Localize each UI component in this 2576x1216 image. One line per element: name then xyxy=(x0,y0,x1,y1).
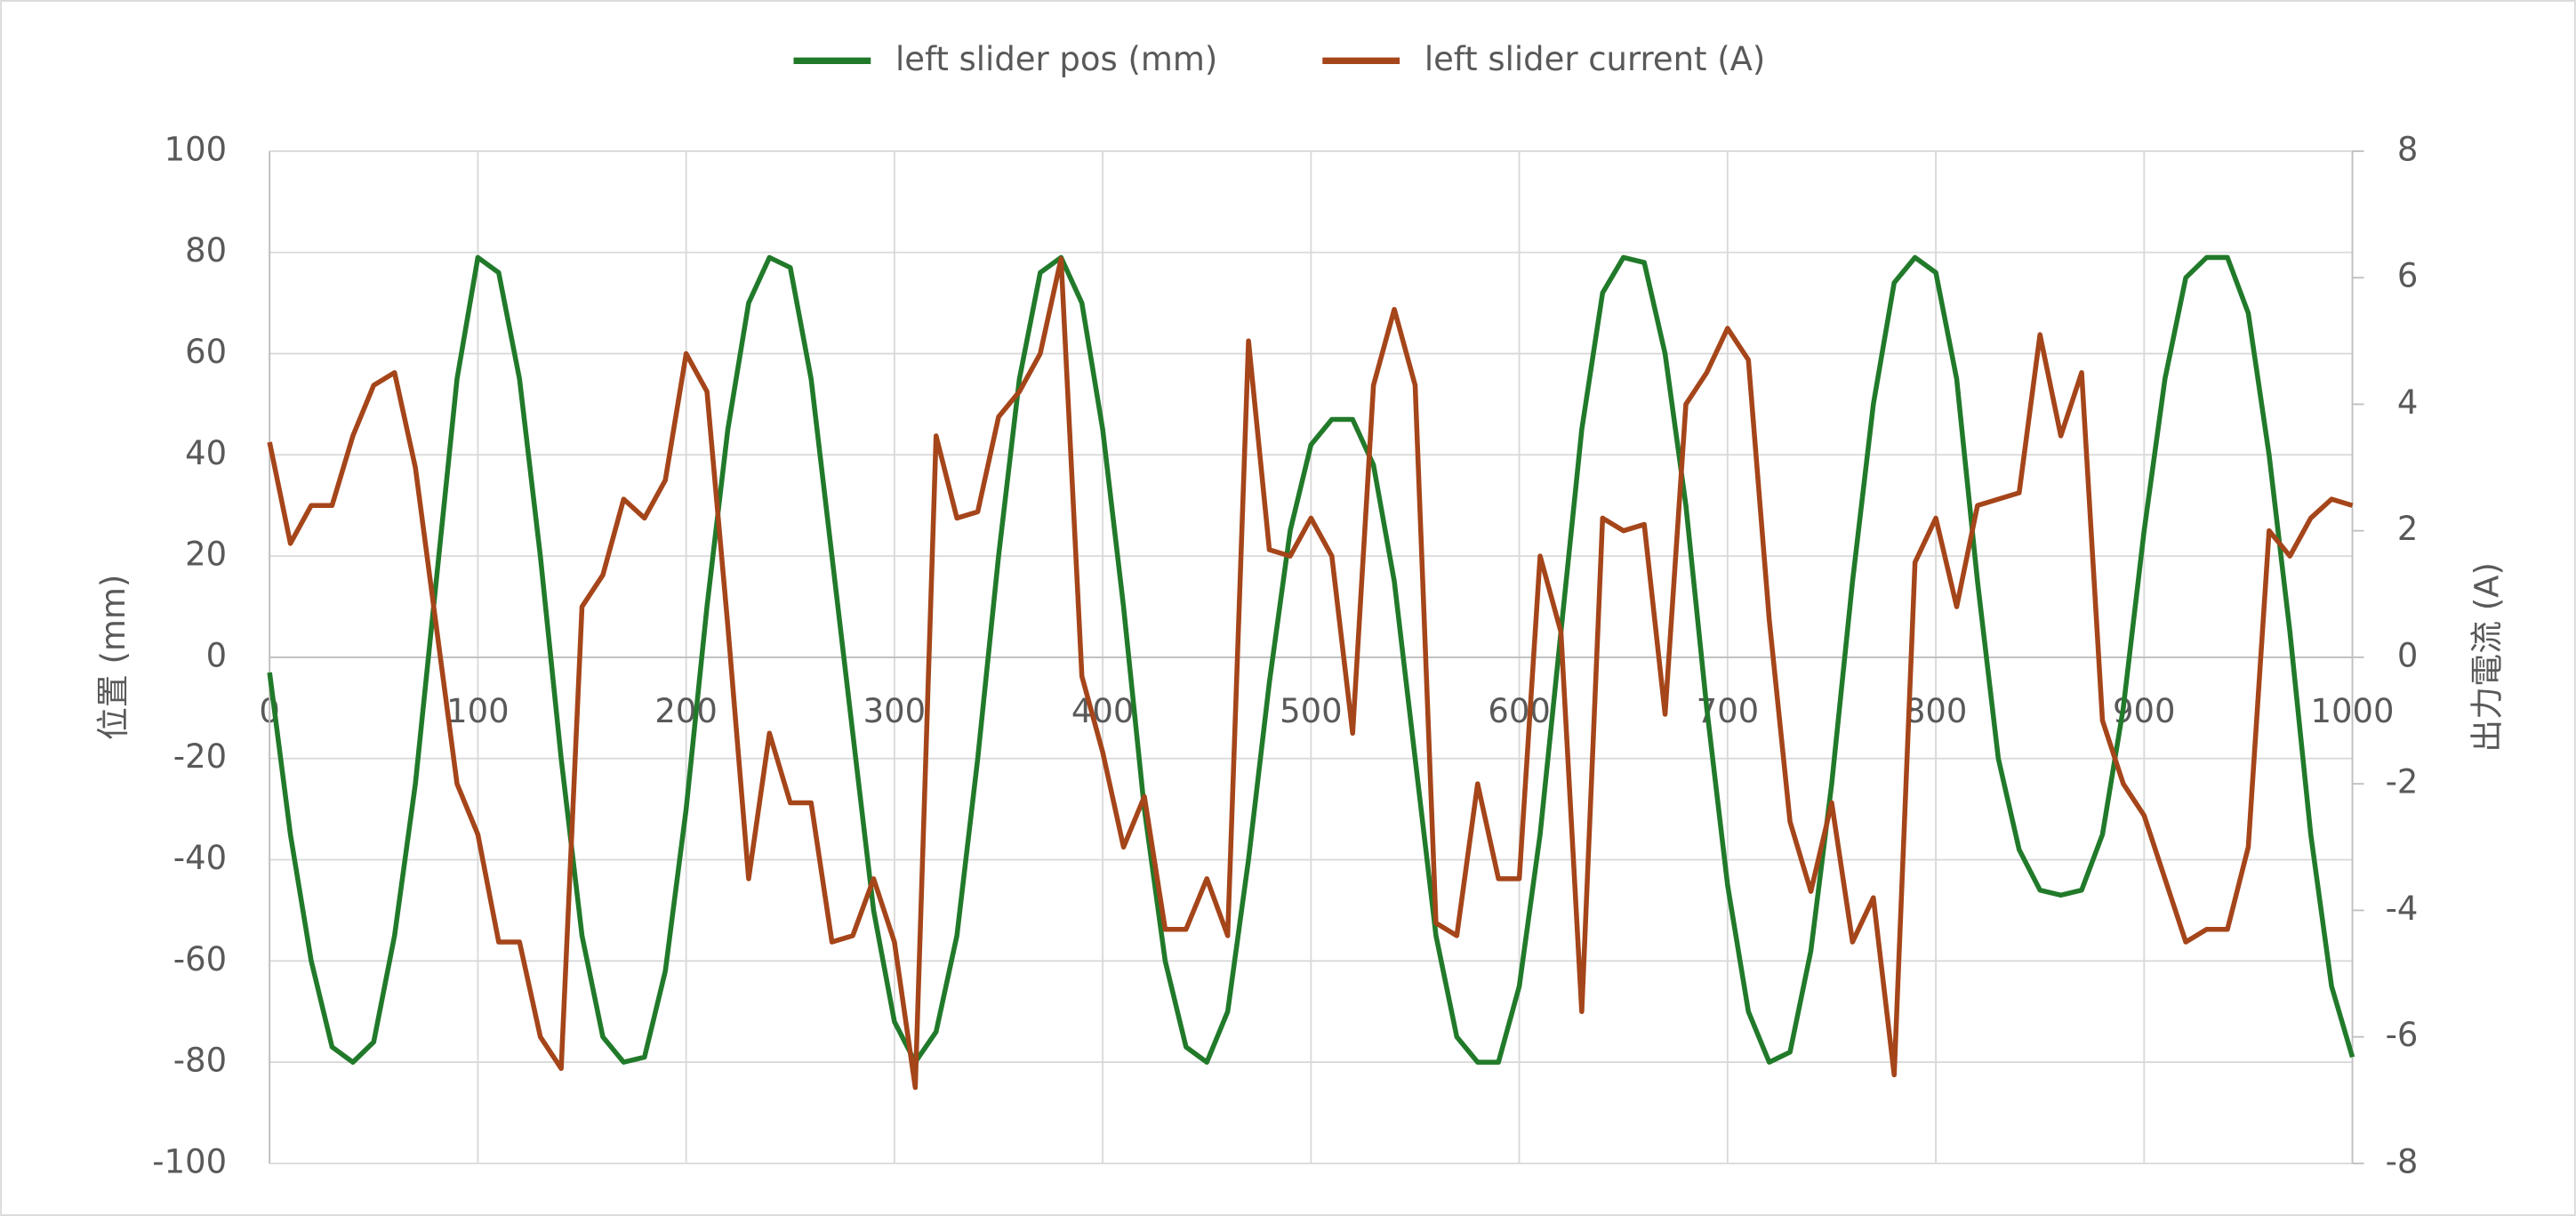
x-tick-label: 400 xyxy=(1071,692,1135,730)
y-tick-label: 40 xyxy=(185,434,227,472)
y2-tick-label: -8 xyxy=(2386,1142,2419,1180)
y-tick-label: 80 xyxy=(185,231,227,270)
y-tick-label: 100 xyxy=(165,130,228,168)
x-tick-label: 600 xyxy=(1488,692,1551,730)
y2-tick-label: 2 xyxy=(2397,510,2419,548)
y2-tick-label: 4 xyxy=(2397,383,2419,422)
y-tick-label: 20 xyxy=(185,536,227,574)
x-tick-label: 300 xyxy=(863,692,927,730)
x-tick-label: 800 xyxy=(1905,692,1968,730)
y2-tick-label: 0 xyxy=(2397,636,2419,674)
y-tick-label: 0 xyxy=(206,636,228,674)
x-tick-label: 100 xyxy=(446,692,510,730)
series-line xyxy=(267,254,2355,1065)
x-tick-label: 500 xyxy=(1280,692,1343,730)
y-tick-label: 60 xyxy=(185,333,227,371)
y2-tick-label: 8 xyxy=(2397,130,2419,168)
y2-tick-label: -4 xyxy=(2386,890,2419,928)
y-tick-label: -60 xyxy=(173,940,227,978)
x-tick-label: 200 xyxy=(654,692,718,730)
y-axis-title: 位置 (mm) xyxy=(94,575,132,740)
legend-label: left slider pos (mm) xyxy=(895,40,1217,78)
y2-axis-title: 出力電流 (A) xyxy=(2468,562,2506,753)
y-tick-label: -40 xyxy=(173,839,227,877)
y-tick-label: -100 xyxy=(152,1142,227,1180)
y-tick-label: -80 xyxy=(173,1042,227,1080)
y2-tick-label: -2 xyxy=(2386,763,2419,801)
y2-tick-label: -6 xyxy=(2386,1016,2419,1054)
legend-label: left slider current (A) xyxy=(1424,40,1766,78)
series-line xyxy=(267,256,2354,1091)
y2-tick-label: 6 xyxy=(2397,257,2419,295)
y-tick-label: -20 xyxy=(173,737,227,776)
